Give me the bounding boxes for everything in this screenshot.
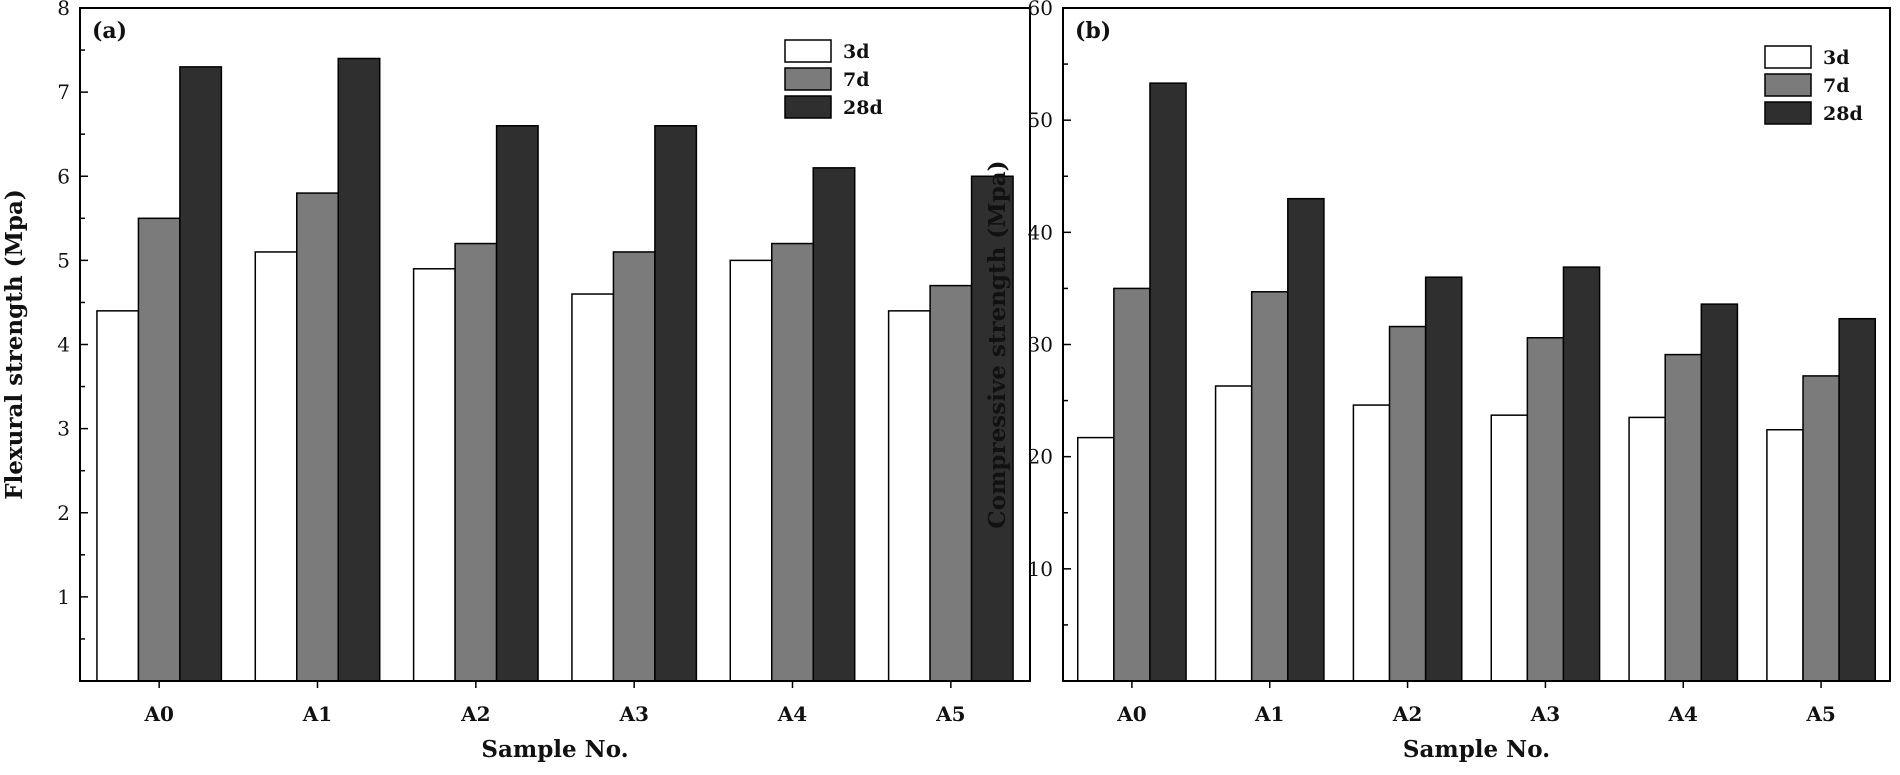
legend-swatch-7d bbox=[1764, 73, 1812, 97]
y-tick-label-8: 8 bbox=[57, 0, 70, 20]
x-tick-label-a0: A0 bbox=[143, 702, 173, 726]
bar-a5-7d bbox=[1802, 375, 1840, 682]
bar-a1-7d bbox=[1250, 291, 1289, 682]
y-axis-title: Flexural strength (Mpa) bbox=[1, 189, 28, 500]
bar-a0-7d bbox=[1113, 287, 1151, 682]
panel-label: (b) bbox=[1075, 18, 1111, 44]
bar-a3-3d bbox=[571, 293, 615, 682]
x-tick-label-a3: A3 bbox=[618, 702, 648, 726]
bar-a2-7d bbox=[454, 242, 498, 682]
bar-a3-28d bbox=[1562, 266, 1601, 682]
y-tick-label-20: 20 bbox=[1028, 445, 1053, 469]
bar-a4-3d bbox=[1628, 416, 1666, 682]
legend: 3d 7d 28d bbox=[1764, 45, 1863, 125]
legend-label-7d: 7d bbox=[843, 69, 870, 91]
bar-a2-28d bbox=[1424, 276, 1463, 682]
legend-swatch-28d bbox=[784, 95, 832, 119]
x-tick-label-a5: A5 bbox=[1805, 702, 1835, 726]
y-tick-label-2: 2 bbox=[57, 501, 70, 525]
legend: 3d 7d 28d bbox=[784, 39, 883, 119]
bar-a0-7d bbox=[137, 217, 181, 682]
bar-a1-3d bbox=[254, 251, 298, 682]
bar-a5-3d bbox=[1766, 429, 1804, 682]
y-tick-label-5: 5 bbox=[57, 248, 70, 272]
y-tick-label-40: 40 bbox=[1028, 220, 1053, 244]
bar-a0-28d bbox=[179, 66, 223, 682]
y-tick-label-60: 60 bbox=[1028, 0, 1053, 20]
x-axis-title: Sample No. bbox=[1403, 736, 1550, 763]
legend-swatch-7d bbox=[784, 67, 832, 91]
bar-a0-3d bbox=[96, 310, 140, 682]
legend-label-7d: 7d bbox=[1823, 75, 1850, 97]
bar-a5-28d bbox=[970, 175, 1014, 682]
bar-a2-3d bbox=[1352, 404, 1391, 682]
bar-a0-28d bbox=[1149, 82, 1187, 682]
y-tick-label-30: 30 bbox=[1028, 333, 1053, 357]
legend-label-3d: 3d bbox=[1823, 47, 1850, 69]
bar-a1-3d bbox=[1214, 385, 1253, 682]
bar-a1-7d bbox=[296, 192, 339, 682]
legend-label-28d: 28d bbox=[1823, 103, 1863, 125]
bar-a1-28d bbox=[1287, 197, 1325, 682]
bar-a2-28d bbox=[495, 125, 539, 682]
chart-panel-a: A0 A1 A2 A3 A4 A5 1 2 3 4 5 6 7 8 (a) Sample No. Flexura… bbox=[1, 0, 1031, 763]
panel-label: (a) bbox=[92, 18, 127, 44]
bar-a3-3d bbox=[1490, 414, 1529, 682]
legend-swatch-28d bbox=[1764, 101, 1812, 125]
x-tick-label-a1: A1 bbox=[302, 702, 332, 726]
chart-panel-b: A0 A1 A2 A3 A4 A5 10 20 30 40 50 60 (b) Sample No. Com… bbox=[984, 0, 1891, 763]
x-axis-title: Sample No. bbox=[481, 736, 628, 763]
y-tick-label-4: 4 bbox=[57, 333, 70, 357]
legend-label-3d: 3d bbox=[843, 41, 870, 63]
bar-a5-28d bbox=[1838, 317, 1877, 682]
y-tick-label-3: 3 bbox=[57, 417, 70, 441]
bar-a2-7d bbox=[1388, 325, 1427, 682]
bar-a5-3d bbox=[887, 310, 931, 682]
y-tick-label-10: 10 bbox=[1028, 557, 1053, 581]
y-tick-label-7: 7 bbox=[57, 80, 70, 104]
legend-swatch-3d bbox=[784, 39, 832, 63]
x-tick-label-a4: A4 bbox=[1668, 702, 1699, 726]
bar-a3-7d bbox=[612, 251, 656, 682]
y-tick-label-1: 1 bbox=[57, 585, 70, 609]
bar-a4-28d bbox=[812, 167, 856, 682]
bar-a2-3d bbox=[412, 268, 456, 682]
x-tick-label-a5: A5 bbox=[935, 702, 965, 726]
x-tick-label-a4: A4 bbox=[777, 702, 808, 726]
bar-a3-7d bbox=[1526, 337, 1565, 682]
legend-label-28d: 28d bbox=[843, 97, 883, 119]
x-tick-label-a3: A3 bbox=[1530, 702, 1560, 726]
x-tick-label-a1: A1 bbox=[1254, 702, 1284, 726]
y-tick-label-6: 6 bbox=[57, 164, 70, 188]
bar-a4-7d bbox=[1664, 353, 1703, 682]
plot-frame bbox=[1062, 7, 1891, 682]
bar-a1-28d bbox=[337, 57, 381, 682]
bar-a3-28d bbox=[654, 125, 698, 682]
x-tick-label-a2: A2 bbox=[1392, 702, 1422, 726]
y-axis-title: Compressive strength (Mpa) bbox=[984, 160, 1011, 528]
bar-a4-28d bbox=[1700, 303, 1739, 682]
bar-a4-7d bbox=[771, 242, 814, 682]
bar-a0-3d bbox=[1077, 436, 1115, 682]
legend-swatch-3d bbox=[1764, 45, 1812, 69]
y-tick-label-50: 50 bbox=[1028, 108, 1053, 132]
bar-a5-7d bbox=[929, 284, 973, 682]
plot-frame bbox=[79, 7, 1031, 682]
x-tick-label-a2: A2 bbox=[460, 702, 490, 726]
bar-a4-3d bbox=[729, 259, 773, 682]
x-tick-label-a0: A0 bbox=[1116, 702, 1146, 726]
